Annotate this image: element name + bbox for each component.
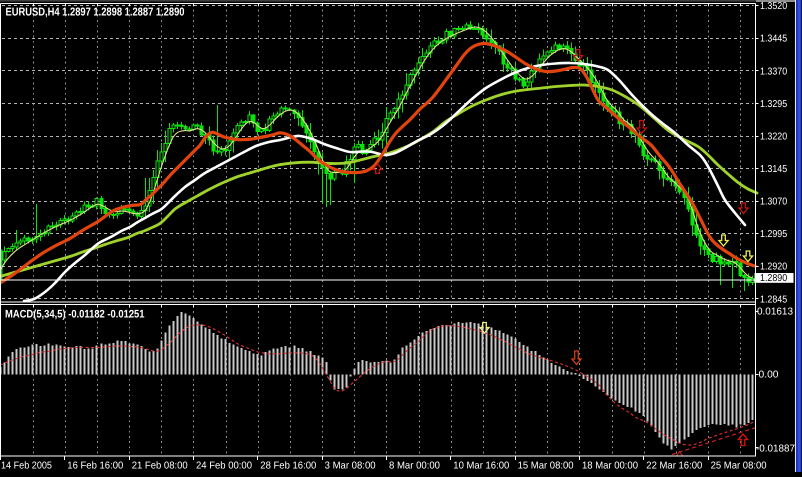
svg-text:1.2995: 1.2995 [760, 229, 788, 240]
svg-text:-0.01887: -0.01887 [756, 443, 795, 454]
svg-text:18 Mar 00:00: 18 Mar 00:00 [582, 461, 638, 472]
svg-text:1.3370: 1.3370 [760, 66, 788, 77]
svg-text:21 Feb 08:00: 21 Feb 08:00 [132, 461, 188, 472]
svg-text:0.01613: 0.01613 [757, 307, 793, 318]
svg-text:8 Mar 00:00: 8 Mar 00:00 [389, 461, 440, 472]
svg-text:22 Mar 16:00: 22 Mar 16:00 [646, 461, 702, 472]
svg-text:1.2920: 1.2920 [760, 262, 788, 273]
svg-text:1.3220: 1.3220 [760, 131, 788, 142]
svg-text:25 Mar 08:00: 25 Mar 08:00 [711, 461, 767, 472]
svg-text:1.3520: 1.3520 [760, 1, 788, 12]
svg-text:1.3070: 1.3070 [760, 197, 788, 208]
svg-text:1.3445: 1.3445 [760, 34, 788, 45]
svg-text:10 Mar 16:00: 10 Mar 16:00 [453, 461, 509, 472]
svg-text:0.00: 0.00 [759, 370, 779, 381]
svg-text:15 Mar 08:00: 15 Mar 08:00 [518, 461, 574, 472]
svg-text:MACD(5,34,5) -0.01182 -0.01251: MACD(5,34,5) -0.01182 -0.01251 [5, 308, 145, 320]
svg-text:16 Feb 16:00: 16 Feb 16:00 [67, 461, 123, 472]
svg-text:1.3145: 1.3145 [760, 164, 788, 175]
svg-text:28 Feb 16:00: 28 Feb 16:00 [260, 461, 316, 472]
svg-text:1.2890: 1.2890 [760, 273, 788, 284]
svg-text:3 Mar 08:00: 3 Mar 08:00 [325, 461, 376, 472]
svg-text:1.2845: 1.2845 [760, 294, 788, 305]
svg-text:14 Feb 2005: 14 Feb 2005 [1, 461, 52, 472]
svg-text:EURUSD,H4 1.2897 1.2898 1.288: EURUSD,H4 1.2897 1.2898 1.2887 1.2890 [6, 6, 185, 18]
svg-text:24 Feb 00:00: 24 Feb 00:00 [196, 461, 252, 472]
svg-text:1.3295: 1.3295 [760, 99, 788, 110]
